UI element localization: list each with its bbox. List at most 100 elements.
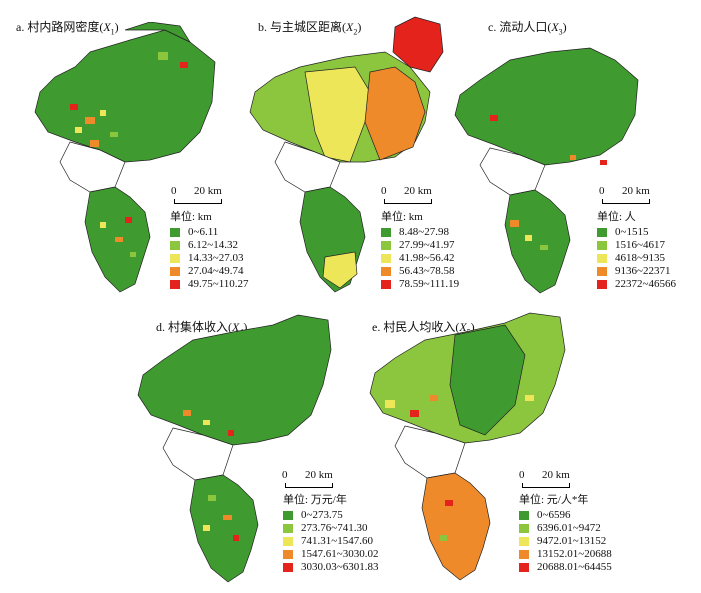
village-patch xyxy=(600,160,607,165)
map-hotspots xyxy=(490,115,607,250)
legend: 单位: km 0~6.11 6.12~14.32 14.33~27.03 27.… xyxy=(170,211,249,291)
village-patch xyxy=(158,52,168,60)
legend-item: 1547.61~3030.02 xyxy=(283,548,378,561)
village-patch xyxy=(233,535,239,541)
legend-unit: 单位: 人 xyxy=(597,211,636,223)
legend-item: 9136~22371 xyxy=(597,265,676,278)
village-patch xyxy=(125,217,132,223)
village-patch xyxy=(183,410,191,416)
legend-item: 20688.01~64455 xyxy=(519,561,612,574)
legend-item: 22372~46566 xyxy=(597,278,676,291)
legend-item: 1516~4617 xyxy=(597,239,676,252)
legend-item: 0~273.75 xyxy=(283,509,378,522)
village-patch xyxy=(460,520,469,526)
map-hotspots xyxy=(183,410,239,541)
village-patch xyxy=(203,525,210,531)
map-region-lower xyxy=(299,186,366,293)
legend-swatch xyxy=(283,550,293,559)
legend-swatch xyxy=(283,511,293,520)
choropleth-map xyxy=(369,312,566,581)
village-patch xyxy=(90,140,99,147)
village-patch xyxy=(570,155,576,160)
village-patch xyxy=(510,220,519,227)
choropleth-map xyxy=(454,47,639,294)
legend-item: 78.59~111.19 xyxy=(381,278,459,291)
legend-swatch xyxy=(597,241,607,250)
choropleth-map xyxy=(249,16,444,293)
village-patch xyxy=(100,110,106,116)
map-region-upper xyxy=(34,22,216,193)
legend-swatch xyxy=(597,280,607,289)
legend-swatch xyxy=(283,524,293,533)
legend-swatch xyxy=(381,241,391,250)
legend-item: 8.48~27.98 xyxy=(381,226,459,239)
legend-item: 6.12~14.32 xyxy=(170,239,249,252)
village-patch xyxy=(130,252,136,257)
legend: 单位: 人 0~1515 1516~4617 4618~9135 9136~22… xyxy=(597,211,676,291)
legend-swatch xyxy=(170,241,180,250)
legend-unit: 单位: 万元/年 xyxy=(283,494,347,506)
legend-swatch xyxy=(170,267,180,276)
village-patch xyxy=(203,420,210,425)
map-hotspots xyxy=(70,52,188,257)
village-patch xyxy=(75,127,82,133)
choropleth-map xyxy=(137,314,332,583)
legend-item: 27.04~49.74 xyxy=(170,265,249,278)
legend-item: 6396.01~9472 xyxy=(519,522,612,535)
village-patch xyxy=(115,237,123,242)
village-patch xyxy=(385,400,395,408)
legend-swatch xyxy=(597,228,607,237)
map-region-upper xyxy=(369,312,566,479)
panel-title: c. 流动人口(X3) xyxy=(488,20,567,37)
village-patch xyxy=(208,495,216,501)
village-patch xyxy=(410,410,419,417)
legend: 单位: km 8.48~27.98 27.99~41.97 41.98~56.4… xyxy=(381,211,459,291)
map-region-lower xyxy=(421,472,491,581)
legend-item: 14.33~27.03 xyxy=(170,252,249,265)
village-patch xyxy=(70,104,78,110)
village-patch xyxy=(445,500,453,506)
choropleth-map xyxy=(34,22,216,293)
legend-unit: 单位: 元/人*年 xyxy=(519,494,589,506)
village-patch xyxy=(85,117,95,124)
legend-swatch xyxy=(519,524,529,533)
village-patch xyxy=(100,222,106,228)
village-patch xyxy=(525,395,534,401)
legend-item: 273.76~741.30 xyxy=(283,522,378,535)
legend: 单位: 万元/年 0~273.75 273.76~741.30 741.31~1… xyxy=(283,494,378,574)
legend-item: 9472.01~13152 xyxy=(519,535,612,548)
legend-unit: 单位: km xyxy=(170,211,212,223)
panel-title: a. 村内路网密度(X1) xyxy=(16,20,119,37)
legend-item: 0~6596 xyxy=(519,509,612,522)
village-patch xyxy=(525,235,532,241)
legend-swatch xyxy=(597,254,607,263)
legend-item: 3030.03~6301.83 xyxy=(283,561,378,574)
legend-swatch xyxy=(283,563,293,572)
legend-swatch xyxy=(381,280,391,289)
panel-title: b. 与主城区距离(X2) xyxy=(258,20,362,37)
legend-item: 0~6.11 xyxy=(170,226,249,239)
legend-swatch xyxy=(519,537,529,546)
map-region-upper xyxy=(249,16,444,193)
legend-item: 741.31~1547.60 xyxy=(283,535,378,548)
village-patch xyxy=(490,115,498,121)
legend-swatch xyxy=(283,537,293,546)
legend-unit: 单位: km xyxy=(381,211,423,223)
map-region-upper xyxy=(454,47,639,196)
legend-item: 41.98~56.42 xyxy=(381,252,459,265)
legend-item: 49.75~110.27 xyxy=(170,278,249,291)
legend-swatch xyxy=(519,550,529,559)
legend: 单位: 元/人*年 0~6596 6396.01~9472 9472.01~13… xyxy=(519,494,612,574)
legend-item: 0~1515 xyxy=(597,226,676,239)
legend-swatch xyxy=(381,267,391,276)
legend-swatch xyxy=(170,280,180,289)
legend-item: 13152.01~20688 xyxy=(519,548,612,561)
map-hotspots xyxy=(385,395,534,541)
legend-swatch xyxy=(597,267,607,276)
legend-swatch xyxy=(381,228,391,237)
village-patch xyxy=(180,62,188,68)
legend-swatch xyxy=(519,563,529,572)
village-patch xyxy=(540,245,548,250)
map-region-upper xyxy=(137,314,332,481)
village-patch xyxy=(430,395,438,401)
